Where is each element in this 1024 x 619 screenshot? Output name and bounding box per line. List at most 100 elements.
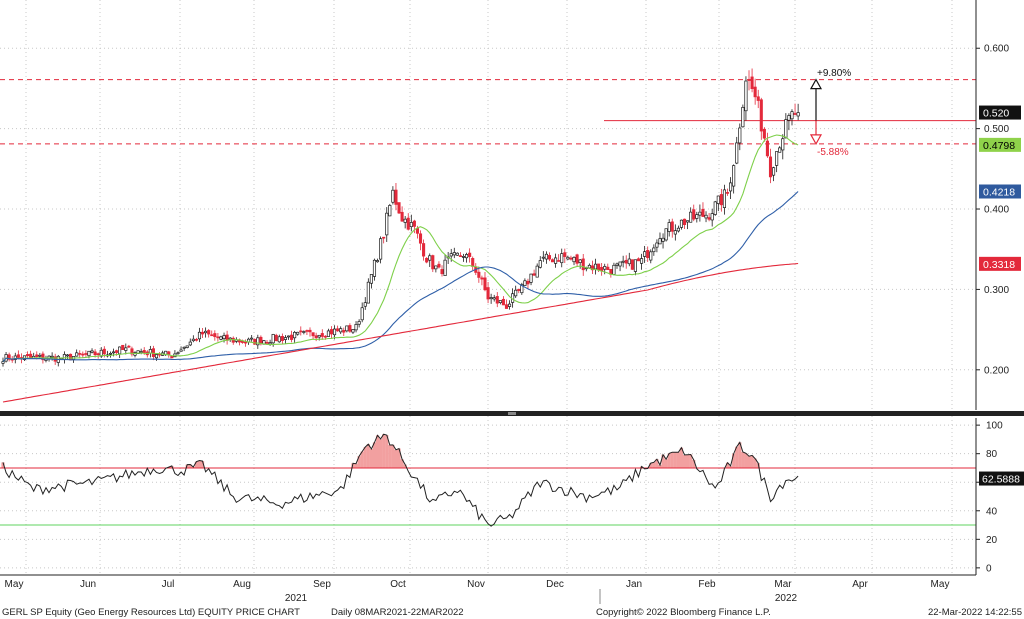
candle-down <box>311 332 315 337</box>
price-tag-label: 0.4798 <box>983 140 1015 152</box>
candle-down <box>747 79 751 81</box>
candle-down <box>440 269 444 275</box>
rsi-overbought-fill <box>655 459 659 468</box>
ma-line-3 <box>2 262 799 403</box>
candle-up <box>443 259 447 276</box>
candle-up <box>351 329 355 333</box>
candle-up <box>50 355 54 358</box>
price-tag: 0.3318 <box>979 256 1021 271</box>
rsi-overbought-fill <box>738 442 742 468</box>
candle-up <box>139 351 143 353</box>
candle-down <box>210 334 214 337</box>
price-tag-label: 0.4218 <box>983 186 1015 198</box>
price-tag-bg <box>979 256 1021 271</box>
candle-down <box>526 280 530 285</box>
rsi-overbought-fill <box>354 463 358 468</box>
candle-down <box>750 76 754 90</box>
candle-up <box>333 328 337 336</box>
candle-up <box>587 264 591 269</box>
candle-up <box>111 351 116 354</box>
candle-down <box>501 298 505 306</box>
candle-up <box>538 260 542 268</box>
candle-up <box>154 354 159 359</box>
month-label: Jul <box>162 579 175 590</box>
candle-down <box>590 265 594 271</box>
candle-up <box>434 265 438 270</box>
candle-up <box>326 330 330 337</box>
price-tag: 0.520 <box>979 105 1021 120</box>
candle-down <box>265 341 269 344</box>
rsi-tick-label: 20 <box>986 535 998 546</box>
candle-up <box>188 341 192 346</box>
candle-down <box>550 259 555 263</box>
price-tick-label: 0.600 <box>984 44 1009 55</box>
ma-line-1 <box>2 134 799 362</box>
candle-up <box>627 258 631 265</box>
candle-up <box>385 212 389 236</box>
rsi-overbought-fill <box>197 460 202 468</box>
candle-up <box>664 228 668 241</box>
candle-up <box>391 189 395 203</box>
candle-down <box>692 209 696 220</box>
candle-down <box>458 255 462 257</box>
candle-up <box>219 336 223 340</box>
candle-down <box>280 336 284 341</box>
candle-up <box>676 227 680 232</box>
candle-down <box>532 273 536 276</box>
candle-up <box>796 112 800 117</box>
rsi-line <box>2 433 799 527</box>
ma-line-2 <box>2 191 799 362</box>
candle-down <box>682 218 687 226</box>
candle-down <box>719 194 723 206</box>
candle-up <box>222 335 226 340</box>
rsi-overbought-fill <box>735 446 739 468</box>
rsi-overbought-fill <box>676 452 680 468</box>
candle-down <box>765 140 769 157</box>
candle-up <box>658 238 662 245</box>
price-tag: 0.4218 <box>979 184 1021 199</box>
month-label: Oct <box>390 579 406 590</box>
price-tag-label: 0.520 <box>983 108 1009 120</box>
candle-down <box>102 348 106 355</box>
candle-down <box>121 344 125 350</box>
candle-up <box>544 253 548 260</box>
candle-down <box>207 330 211 335</box>
candle-up <box>428 255 432 261</box>
candle-up <box>250 337 254 340</box>
up-percent-label: +9.80% <box>817 68 851 79</box>
month-label: May <box>931 579 950 590</box>
candle-up <box>652 247 656 253</box>
rsi-overbought-fill <box>382 434 386 468</box>
candle-down <box>84 353 88 355</box>
candle-down <box>406 217 410 230</box>
month-label: Nov <box>467 579 485 590</box>
candle-down <box>486 287 490 300</box>
rsi-overbought-fill <box>673 452 677 468</box>
candle-down <box>517 288 521 292</box>
candle-down <box>756 96 760 101</box>
candle-up <box>345 325 349 332</box>
down-percent-label: -5.88% <box>817 147 849 158</box>
candle-up <box>176 352 180 355</box>
candle-up <box>268 342 272 345</box>
candle-down <box>142 350 146 353</box>
candle-up <box>62 354 66 360</box>
rsi-overbought-fill <box>652 462 656 468</box>
candle-up <box>686 220 690 223</box>
rsi-overbought-fill <box>750 455 754 468</box>
candle-up <box>679 219 684 228</box>
candle-up <box>283 337 287 340</box>
timestamp: 22-Mar-2022 14:22:55 <box>928 607 1022 618</box>
candle-down <box>397 202 401 214</box>
candle-down <box>213 333 217 338</box>
candle-up <box>661 237 665 242</box>
rsi-value-tag: 62.5888 <box>979 471 1024 486</box>
candle-up <box>508 303 512 307</box>
candle-up <box>452 252 456 256</box>
candle-up <box>612 264 616 275</box>
candle-down <box>793 113 797 115</box>
candle-down <box>29 353 33 358</box>
candle-up <box>357 321 361 325</box>
candle-up <box>593 263 598 270</box>
